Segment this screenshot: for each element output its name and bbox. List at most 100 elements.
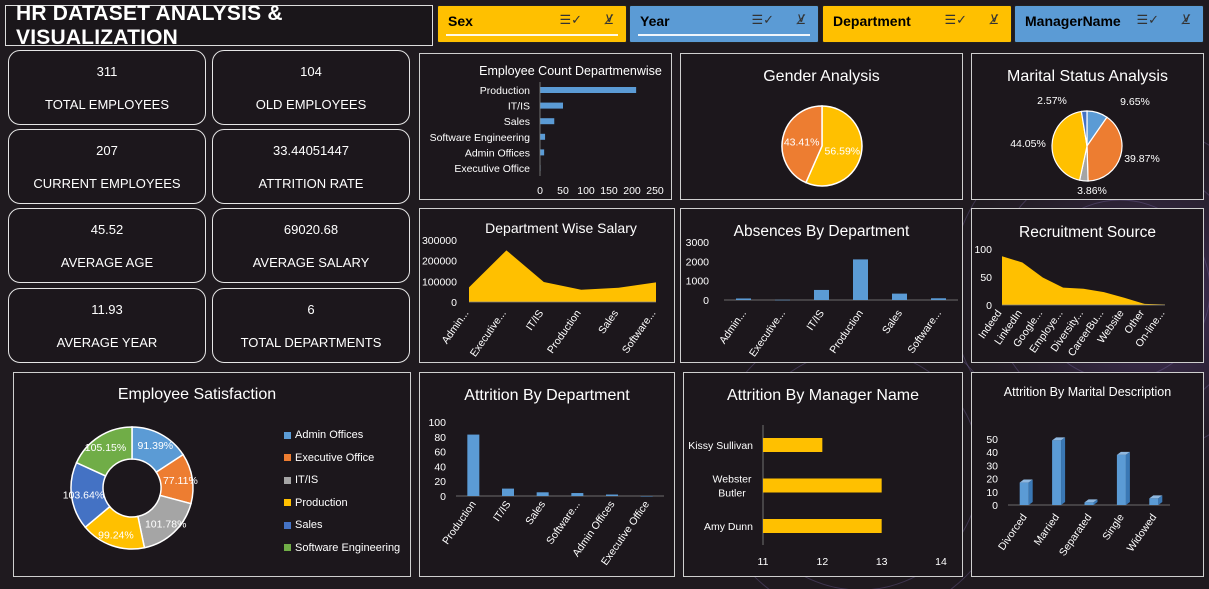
x-tick-label: Software... bbox=[905, 308, 944, 356]
recruitment-source-chart-panel: Recruitment Source 100 50 0 Indeed LinkedIn G… bbox=[971, 208, 1204, 363]
x-tick-label: Production bbox=[545, 308, 584, 356]
multi-select-icon[interactable]: ☰✓ bbox=[944, 12, 967, 27]
chart-title: Attrition By Marital Description bbox=[1003, 385, 1172, 399]
y-tick-label: 300000 bbox=[422, 235, 457, 247]
y-tick-label: 80 bbox=[434, 432, 446, 444]
x-tick-label: Executive... bbox=[468, 308, 509, 359]
bar bbox=[1019, 482, 1029, 505]
clear-filter-icon[interactable]: ⊻̸ bbox=[1181, 12, 1191, 27]
kpi-label: AVERAGE SALARY bbox=[252, 255, 370, 270]
bar-top bbox=[1116, 451, 1130, 455]
bar bbox=[763, 519, 882, 533]
multi-select-icon[interactable]: ☰✓ bbox=[559, 12, 582, 27]
absences-bar-chart: 3000 2000 1000 0 Admin...Executive... IT/IS Pr… bbox=[686, 237, 958, 359]
year-slicer-label: Year bbox=[640, 13, 670, 29]
legend-item: Production bbox=[284, 492, 400, 515]
x-tick-label: IT/IS bbox=[491, 499, 514, 524]
area-series bbox=[469, 250, 656, 302]
clear-filter-icon[interactable]: ⊻̸ bbox=[989, 12, 999, 27]
bar bbox=[775, 299, 790, 301]
slicer-scrollbar[interactable] bbox=[446, 34, 618, 36]
chart-title: Employee Count Departmenwise bbox=[479, 64, 662, 78]
year-slicer[interactable]: Year ☰✓ ⊻̸ bbox=[629, 5, 819, 43]
sex-slicer-label: Sex bbox=[448, 13, 473, 29]
bar bbox=[502, 488, 514, 496]
category-label: Software Engineering bbox=[430, 132, 531, 144]
kpi-label: TOTAL EMPLOYEES bbox=[44, 97, 170, 112]
y-tick-label: 40 bbox=[434, 461, 446, 473]
x-tick-label: 14 bbox=[935, 556, 947, 568]
sex-slicer[interactable]: Sex ☰✓ ⊻̸ bbox=[437, 5, 627, 43]
chart-title: Attrition By Manager Name bbox=[726, 387, 920, 404]
chart-title: Employee Satisfaction bbox=[117, 386, 277, 403]
attrition-marital-chart-panel: Attrition By Marital Description 50 40 30 2… bbox=[971, 372, 1204, 577]
legend-swatch bbox=[284, 544, 291, 552]
slice-label: 3.86% bbox=[1077, 185, 1107, 197]
bar bbox=[606, 494, 618, 496]
slice-label: 99.24% bbox=[98, 529, 134, 541]
slicer-scrollbar[interactable] bbox=[638, 34, 810, 36]
y-tick-label: 50 bbox=[986, 434, 998, 446]
bar bbox=[1116, 454, 1126, 505]
chart-title: Marital Status Analysis bbox=[1007, 68, 1168, 85]
pie-slice bbox=[1051, 110, 1088, 181]
kpi-total-employees: 311 TOTAL EMPLOYEES bbox=[8, 50, 206, 125]
bar bbox=[763, 478, 882, 493]
slice-label: 103.64% bbox=[63, 490, 104, 502]
kpi-value: 104 bbox=[300, 64, 322, 79]
x-tick-label: Divorced bbox=[996, 512, 1030, 553]
y-tick-label: 3000 bbox=[686, 237, 710, 249]
category-label: Butler bbox=[718, 488, 746, 500]
y-tick-label: 0 bbox=[986, 300, 992, 312]
legend-item: Admin Offices bbox=[284, 424, 400, 447]
legend-swatch bbox=[284, 476, 291, 484]
attrition-manager-chart-panel: Attrition By Manager Name Kissy Sullivan… bbox=[683, 372, 963, 577]
category-label: Executive Office bbox=[454, 163, 530, 175]
x-tick-label: Executive... bbox=[747, 308, 788, 359]
legend-item: Sales bbox=[284, 514, 400, 537]
x-tick-label: Married bbox=[1032, 512, 1062, 548]
legend-label: IT/IS bbox=[295, 474, 319, 487]
category-label: Admin Offices bbox=[465, 147, 530, 159]
x-tick-label: Admin... bbox=[717, 308, 749, 346]
slice-label: 105.15% bbox=[85, 442, 126, 454]
slice-label: 56.59% bbox=[825, 145, 861, 157]
x-tick-label: IT/IS bbox=[804, 308, 827, 333]
x-tick-label: 100 bbox=[577, 185, 595, 197]
bar bbox=[571, 493, 584, 496]
multi-select-icon[interactable]: ☰✓ bbox=[751, 12, 774, 27]
absences-chart-panel: Absences By Department 3000 2000 1000 0 Admi… bbox=[680, 208, 963, 363]
department-slicer[interactable]: Department ☰✓ ⊻̸ bbox=[822, 5, 1012, 43]
category-label: Amy Dunn bbox=[704, 521, 753, 533]
multi-select-icon[interactable]: ☰✓ bbox=[1136, 12, 1159, 27]
y-tick-label: 100 bbox=[974, 244, 992, 256]
y-tick-label: 0 bbox=[992, 500, 998, 512]
bar-side bbox=[1093, 499, 1098, 505]
y-tick-label: 2000 bbox=[686, 256, 710, 268]
slice-label: 2.57% bbox=[1037, 95, 1067, 107]
y-tick-label: 50 bbox=[980, 272, 992, 284]
attrition-manager-bar-chart: Kissy Sullivan Webster Butler Amy Dunn 11 12 1… bbox=[688, 425, 947, 568]
x-tick-label: Software... bbox=[620, 308, 659, 356]
employee-count-chart-panel: Employee Count Departmenwise Production I… bbox=[419, 53, 672, 200]
y-tick-label: 20 bbox=[434, 476, 446, 488]
kpi-average-age: 45.52 AVERAGE AGE bbox=[8, 208, 206, 283]
bar bbox=[814, 289, 829, 300]
x-tick-label: Production bbox=[440, 499, 479, 547]
bar-top bbox=[1019, 479, 1033, 483]
y-tick-label: 100 bbox=[428, 417, 446, 429]
y-tick-label: 0 bbox=[703, 295, 709, 307]
clear-filter-icon[interactable]: ⊻̸ bbox=[604, 12, 614, 27]
department-salary-chart-panel: Department Wise Salary 300000 200000 10000… bbox=[419, 208, 675, 363]
manager-name-slicer[interactable]: ManagerName ☰✓ ⊻̸ bbox=[1014, 5, 1204, 43]
clear-filter-icon[interactable]: ⊻̸ bbox=[796, 12, 806, 27]
x-tick-label: Sales bbox=[523, 499, 548, 527]
x-tick-label: Single bbox=[1100, 512, 1127, 543]
legend-label: Admin Offices bbox=[295, 429, 364, 442]
bar-top bbox=[1052, 437, 1066, 441]
slice-label: 9.65% bbox=[1120, 96, 1150, 108]
y-tick-label: 200000 bbox=[422, 256, 457, 268]
